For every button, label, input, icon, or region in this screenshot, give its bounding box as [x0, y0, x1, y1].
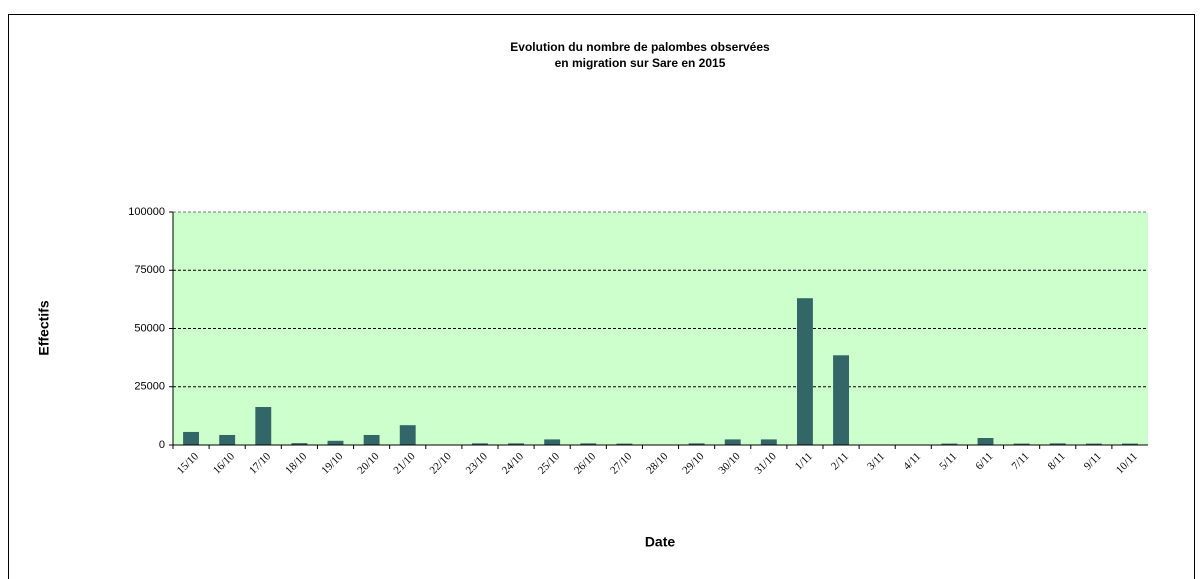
bar — [255, 407, 272, 445]
bar — [616, 443, 633, 445]
bar — [472, 443, 488, 445]
bar — [797, 298, 813, 445]
bar — [399, 425, 416, 445]
bar — [183, 431, 199, 445]
y-tick-label: 0 — [159, 439, 165, 451]
x-axis-title: Date — [645, 534, 676, 550]
bar — [1013, 443, 1030, 445]
bar — [977, 438, 994, 445]
bar — [1049, 443, 1066, 445]
y-tick-label: 100000 — [128, 206, 165, 218]
bar — [724, 439, 741, 445]
bar — [544, 439, 561, 445]
y-tick-label: 75000 — [134, 264, 165, 276]
bar — [760, 439, 777, 445]
bar — [363, 434, 380, 445]
y-tick-label: 50000 — [134, 322, 165, 334]
bar — [688, 443, 705, 445]
y-tick-label: 25000 — [134, 381, 165, 393]
bar — [327, 440, 344, 445]
bar — [508, 443, 524, 445]
bar — [580, 443, 597, 445]
chart-title: Evolution du nombre de palombes observée… — [510, 40, 770, 54]
bar — [1122, 443, 1138, 445]
bar — [941, 443, 958, 445]
bar — [219, 434, 236, 445]
bar — [833, 355, 849, 445]
bar — [1085, 443, 1102, 445]
bar — [291, 443, 308, 445]
chart-title: en migration sur Sare en 2015 — [555, 56, 726, 70]
y-axis-title: Effectifs — [36, 300, 52, 355]
